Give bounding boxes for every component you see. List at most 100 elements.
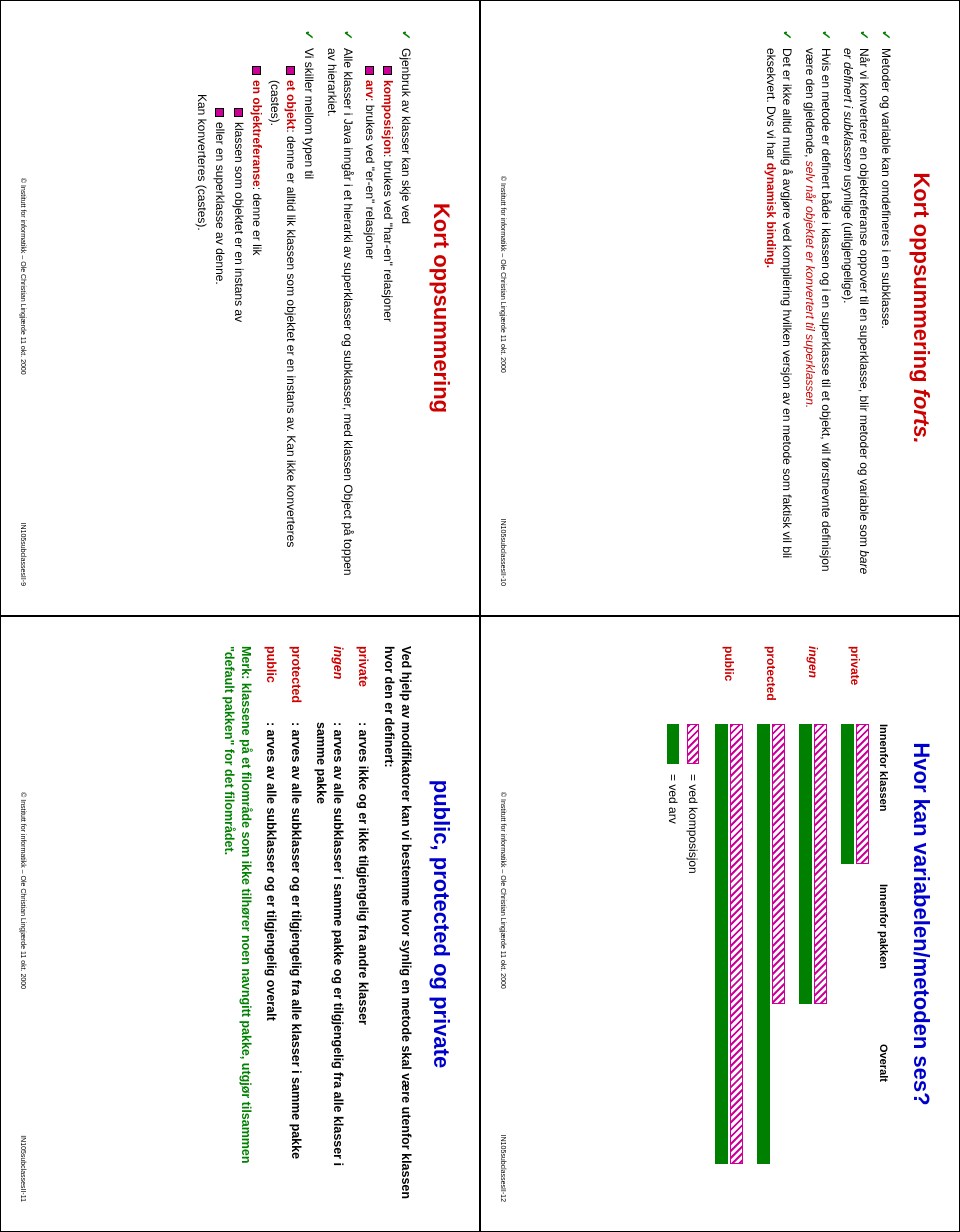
col-header: Innenfor klassen [875, 724, 890, 884]
legend-row: = ved komposisjon [685, 724, 701, 1202]
page-number: IN105subclassesII-10 [498, 519, 507, 586]
def-desc: : arves av alle subklasser og er tilgjen… [262, 722, 279, 1202]
text: : brukes ved "har-en" relasjoner [381, 154, 395, 322]
legend: = ved komposisjon = ved arv [665, 646, 701, 1202]
bar-wrap [797, 724, 827, 1202]
row-label: private [846, 646, 862, 724]
text: Gjenbruk av klasser kan skje ved [399, 48, 413, 224]
slide-title: public, protected og private [426, 646, 456, 1202]
slide-footer: © Institutt for informatikk – Ole Christ… [18, 646, 33, 1202]
solid-bar [715, 724, 728, 1164]
title-part-italic: forts. [909, 389, 934, 444]
bullet: Gjenbruk av klasser kan skje ved komposi… [362, 30, 415, 586]
page-number: IN105subclassesII-12 [498, 1135, 507, 1202]
slide-title: Kort oppsummering [426, 30, 456, 586]
slide-content: Gjenbruk av klasser kan skje ved komposi… [33, 30, 414, 586]
keyword: komposisjon [381, 80, 395, 154]
bar-wrap [755, 724, 785, 1202]
row-label: protected [762, 646, 778, 724]
keyword: en objektreferanse [250, 80, 264, 187]
table-row: public [713, 646, 743, 1202]
intro-text: Ved hjelp av modifikatorer kan vi bestem… [381, 646, 415, 1202]
bullet: Når vi konverterer en objektreferanse op… [840, 30, 872, 586]
sub-bullet: komposisjon: brukes ved "har-en" relasjo… [380, 66, 396, 586]
bullet: Det er ikke alltid mulig å avgjøre ved k… [763, 30, 795, 586]
bullet: Metoder og variable kan omdefineres i en… [878, 30, 894, 586]
def-row: public : arves av alle subklasser og er … [262, 646, 279, 1202]
legend-label: = ved komposisjon [685, 774, 701, 874]
table-header: Innenfor klassen Innenfor pakken Overalt [875, 646, 890, 1202]
solid-bar [757, 724, 770, 1164]
solid-bar [799, 724, 812, 1004]
table-row: private [839, 646, 869, 1202]
footer-center: © Institutt for informatikk – Ole Christ… [18, 792, 27, 989]
title-part: Kort oppsummering [909, 172, 934, 388]
solid-bar [841, 724, 854, 864]
text: : denne er lik [250, 187, 264, 256]
def-desc: : arves av alle subklasser i samme pakke… [312, 722, 346, 1202]
bar-wrap [713, 724, 743, 1202]
text: Det er ikke alltid mulig å avgjøre ved k… [764, 48, 794, 558]
footer-center: © Institutt for informatikk – Ole Christ… [18, 178, 27, 375]
text: Vi skiller mellom typen til [302, 48, 316, 179]
sub-bullet: en objektreferanse: denne er lik klassen… [194, 66, 265, 586]
slide-footer: © Institutt for informatikk – Ole Christ… [498, 646, 513, 1202]
bullet: Alle klasser i Java inngår i et hierarki… [323, 30, 355, 586]
col-header: Innenfor pakken [875, 884, 890, 1044]
slide-12: Hvor kan variabelen/metoden ses? Innenfo… [480, 616, 960, 1232]
def-row: protected : arves av alle subklasser og … [287, 646, 304, 1202]
def-term: private [354, 646, 371, 722]
hatch-bar [772, 724, 785, 1004]
slide-content: Ved hjelp av modifikatorer kan vi bestem… [33, 646, 414, 1202]
hatch-swatch-icon [687, 724, 699, 764]
solid-swatch-icon [667, 724, 679, 764]
legend-label: = ved arv [665, 774, 681, 824]
bullet: Vi skiller mellom typen til et objekt: d… [194, 30, 317, 586]
slide-footer: © Institutt for informatikk – Ole Christ… [18, 30, 33, 586]
table-row: protected [755, 646, 785, 1202]
keyword: arv [363, 80, 377, 98]
hatch-bar [730, 724, 743, 1164]
keyword: et objekt [284, 80, 298, 129]
slide-content: Innenfor klassen Innenfor pakken Overalt… [513, 646, 894, 1202]
def-term: ingen [312, 646, 346, 722]
sub-bullet: arv: brukes ved "er-en" relasjoner [362, 66, 378, 586]
text: usynlige (utilgjengelige). [841, 171, 855, 303]
slide-title: Kort oppsummering forts. [906, 30, 936, 586]
legend-row: = ved arv [665, 724, 681, 1202]
tail-text: Kan konverteres (castes). [194, 80, 210, 586]
def-row: private : arves ikke og er ikke tilgjeng… [354, 646, 371, 1202]
bullet: Hvis en metode er definert både i klasse… [801, 30, 833, 586]
sub2-bullet: eller en superklasse av denne. [212, 108, 228, 586]
footer-center: © Institutt for informatikk – Ole Christ… [498, 792, 507, 989]
def-term: protected [287, 646, 304, 722]
sub-bullet: et objekt: denne er alltid lik klassen s… [267, 66, 299, 586]
def-term: public [262, 646, 279, 722]
slide-content: Metoder og variable kan omdefineres i en… [513, 30, 894, 586]
hatch-bar [814, 724, 827, 1004]
footer-center: © Institutt for informatikk – Ole Christ… [498, 176, 507, 373]
def-desc: : arves ikke og er ikke tilgjengelig fra… [354, 722, 371, 1202]
slide-title: Hvor kan variabelen/metoden ses? [906, 646, 936, 1202]
slide-footer: © Institutt for informatikk – Ole Christ… [498, 30, 513, 586]
row-label: public [720, 646, 736, 724]
text: : brukes ved "er-en" relasjoner [363, 98, 377, 259]
text: : denne er alltid lik klassen som objekt… [268, 80, 298, 547]
note: Merk: klassene på et filområde som ikke … [220, 646, 254, 1202]
definition-list: private : arves ikke og er ikke tilgjeng… [262, 646, 370, 1202]
text-red-italic: selv når objektet er konvertert til supe… [803, 161, 817, 408]
slide-10: Kort oppsummering forts. Metoder og vari… [480, 0, 960, 616]
slide-9: Kort oppsummering Gjenbruk av klasser ka… [0, 0, 480, 616]
def-desc: : arves av alle subklasser og er tilgjen… [287, 722, 304, 1202]
row-label: ingen [804, 646, 820, 724]
text: Når vi konverterer en objektreferanse op… [857, 48, 871, 550]
text-red: dynamisk binding. [764, 163, 778, 268]
sub2-bullet: klassen som objektet er en instans av [230, 108, 246, 586]
slide-11: public, protected og private Ved hjelp a… [0, 616, 480, 1232]
table-row: ingen [797, 646, 827, 1202]
def-row: ingen : arves av alle subklasser i samme… [312, 646, 346, 1202]
bar-wrap [839, 724, 869, 1202]
col-header: Overalt [875, 1044, 890, 1164]
hatch-bar [856, 724, 869, 864]
page-number: IN105subclassesII-9 [18, 523, 27, 586]
